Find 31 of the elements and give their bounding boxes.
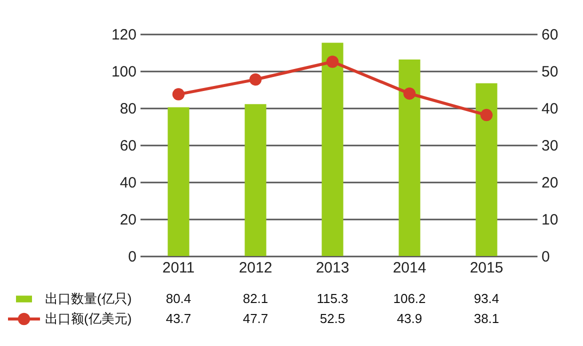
y-tick-label: 60 [120,138,136,154]
x-tick-label: 2013 [316,260,350,276]
x-tick-label: 2011 [162,260,195,276]
y-tick-label: 40 [120,174,136,192]
data-label: 82.1 [242,291,268,306]
y2-tick-label: 0 [542,248,550,266]
data-label: 80.4 [166,291,192,306]
data-label: 43.9 [396,311,422,326]
data-label: 43.7 [166,311,192,326]
y-tick-label: 0 [128,248,136,266]
y-tick-label: 100 [111,64,136,80]
x-tick-label: 2012 [238,260,272,276]
y2-tick-label: 20 [542,174,558,192]
y2-tick-label: 60 [542,26,558,44]
y-tick-label: 80 [120,100,136,118]
y-tick-label: 20 [120,212,136,228]
legend-label: 出口额(亿美元) [45,311,132,326]
y2-tick-label: 40 [542,100,558,118]
data-label: 47.7 [242,311,268,326]
data-label: 93.4 [474,291,500,306]
data-label: 106.2 [393,291,426,306]
y2-tick-label: 50 [542,64,558,80]
data-label: 115.3 [316,291,348,306]
legend-label: 出口数量(亿只) [45,291,132,306]
x-tick-label: 2015 [470,260,504,276]
y-tick-label: 120 [111,26,136,44]
data-label: 52.5 [320,311,346,326]
y2-tick-label: 10 [542,212,558,228]
x-tick-label: 2014 [392,260,426,276]
data-label: 38.1 [474,311,500,326]
y2-tick-label: 30 [542,138,558,154]
